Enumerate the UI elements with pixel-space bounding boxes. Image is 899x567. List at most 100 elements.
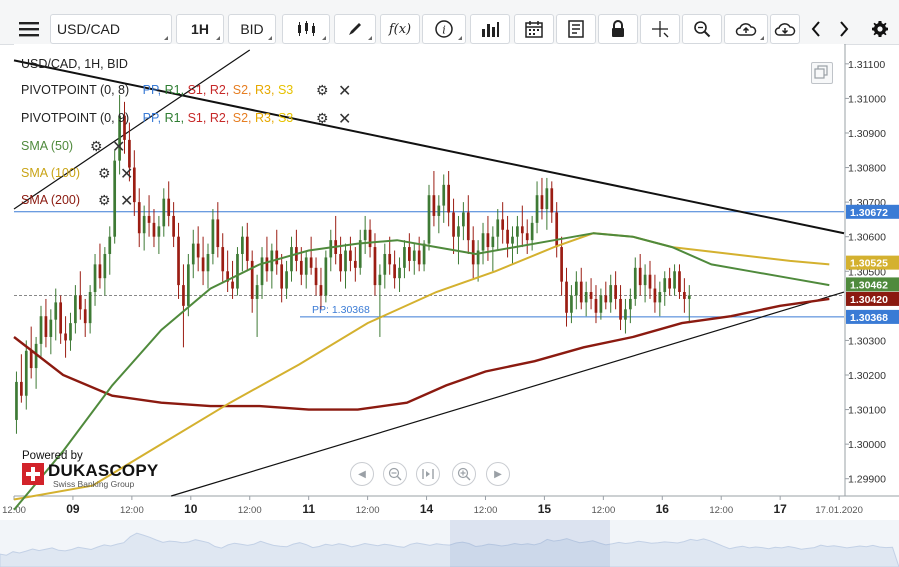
x-tick-label: 12:00 <box>2 505 26 516</box>
level-r1: R1, <box>164 111 185 125</box>
candle-body <box>59 302 63 334</box>
candle-body <box>186 264 190 306</box>
candle-body <box>653 288 657 303</box>
candle-body <box>329 240 333 258</box>
timeframe-label: 1H <box>191 21 209 37</box>
pivot-legend-1: PIVOTPOINT (0, 8) PP, R1, S1, R2, S2, R3… <box>21 83 293 97</box>
candle-body <box>614 285 617 299</box>
next-icon[interactable] <box>834 14 854 44</box>
candle-body <box>69 323 72 341</box>
candle-body <box>683 292 686 299</box>
sma50-line <box>13 232 830 511</box>
candle-body <box>638 267 642 286</box>
pp-label: PP: 1.30368 <box>312 304 370 316</box>
candle-body <box>211 219 215 254</box>
settings-icon[interactable] <box>866 14 894 44</box>
candle-body <box>496 219 500 237</box>
symbol-selector[interactable]: USD/CAD <box>50 14 172 44</box>
candle-body <box>486 233 490 248</box>
sma100-close-icon[interactable]: ✕ <box>120 166 134 183</box>
candle-body <box>471 240 475 265</box>
y-tick-label: 1.30900 <box>848 128 886 140</box>
price-side-selector[interactable]: BID <box>228 14 276 44</box>
menu-icon[interactable] <box>12 14 46 44</box>
candle-body <box>123 115 126 140</box>
candle-body <box>182 285 185 306</box>
candle-body <box>393 264 396 279</box>
candle-body <box>34 343 38 369</box>
powered-by-label: Powered by <box>22 450 83 462</box>
price-chart[interactable]: 1.311001.310001.309001.308001.307001.306… <box>0 44 899 567</box>
price-tag-label-sma100: 1.30525 <box>850 258 888 270</box>
zoom-button[interactable] <box>682 14 722 44</box>
candle-body <box>530 222 534 241</box>
candle-body <box>447 184 450 213</box>
crosshair-button[interactable] <box>640 14 680 44</box>
candles-icon <box>298 21 315 36</box>
candle-body <box>358 240 362 268</box>
candle-body <box>476 250 480 265</box>
scroll-left-icon[interactable]: ◀ <box>350 462 374 486</box>
y-tick-label: 1.30300 <box>848 335 886 347</box>
zoom-out-icon[interactable] <box>383 462 407 486</box>
candle-body <box>39 316 43 344</box>
news-button[interactable] <box>556 14 596 44</box>
level-r2: R2, <box>209 111 230 125</box>
candle-body <box>162 198 166 227</box>
pivot-legend-2: PIVOTPOINT (0, 9) PP, R1, S1, R2, S2, R3… <box>21 111 293 125</box>
candle-body <box>560 247 563 282</box>
function-button[interactable]: f(x) <box>380 14 420 44</box>
candle-body <box>678 271 681 293</box>
sma50-close-icon[interactable]: ✕ <box>112 139 126 156</box>
candle-body <box>422 243 426 265</box>
trendline-lower <box>170 291 845 497</box>
restore-icon[interactable] <box>811 62 833 84</box>
sma50-settings-icon[interactable]: ⚙ <box>90 138 103 154</box>
level-r3: R3, <box>255 111 275 125</box>
chart-area[interactable]: 1.31100 1.31000 1.30900 1.30800 1.30700 1.306… <box>0 44 899 567</box>
sma200-close-icon[interactable]: ✕ <box>120 193 134 210</box>
pivot1-close-icon[interactable]: ✕ <box>338 83 352 100</box>
lock-button[interactable] <box>598 14 638 44</box>
candle-body <box>555 212 559 248</box>
candle-body <box>93 264 97 293</box>
pivot-legend-1-label: PIVOTPOINT (0, 8) <box>21 83 130 97</box>
pivot2-settings-icon[interactable]: ⚙ <box>316 110 329 126</box>
calendar-button[interactable] <box>514 14 554 44</box>
pivot1-settings-icon[interactable]: ⚙ <box>316 82 329 98</box>
y-tick-label: 1.31100 <box>848 59 885 71</box>
pivot2-close-icon[interactable]: ✕ <box>338 111 352 128</box>
chevron-down-icon <box>760 36 764 40</box>
candle-body <box>290 247 293 272</box>
candle-body <box>319 285 323 296</box>
chevron-down-icon <box>322 36 326 40</box>
timeframe-selector[interactable]: 1H <box>176 14 224 44</box>
candle-body <box>349 250 352 261</box>
candle-body <box>74 295 77 324</box>
info-button[interactable]: i <box>422 14 466 44</box>
reset-view-icon[interactable] <box>416 462 440 486</box>
candle-body <box>98 264 102 279</box>
sma200-settings-icon[interactable]: ⚙ <box>98 192 111 208</box>
candle-body <box>285 271 288 289</box>
candle-body <box>604 295 608 303</box>
download-button[interactable] <box>770 14 800 44</box>
candle-body <box>408 247 411 261</box>
draw-button[interactable] <box>334 14 376 44</box>
prev-icon[interactable] <box>806 14 826 44</box>
draw-icon <box>349 23 361 35</box>
candle-body <box>54 302 58 320</box>
scroll-right-icon[interactable]: ▶ <box>486 462 510 486</box>
zoom-in-icon[interactable] <box>452 462 476 486</box>
y-tick-label: 1.29900 <box>848 474 886 486</box>
sma100-settings-icon[interactable]: ⚙ <box>98 165 111 181</box>
candle-body <box>172 215 175 237</box>
candle-body <box>118 115 121 161</box>
level-s2: S2, <box>232 83 252 97</box>
volume-button[interactable] <box>470 14 510 44</box>
candles-button[interactable] <box>282 14 330 44</box>
level-s3: S3 <box>277 83 294 97</box>
candle-body <box>383 253 387 275</box>
candle-body <box>525 233 529 241</box>
upload-button[interactable] <box>724 14 768 44</box>
